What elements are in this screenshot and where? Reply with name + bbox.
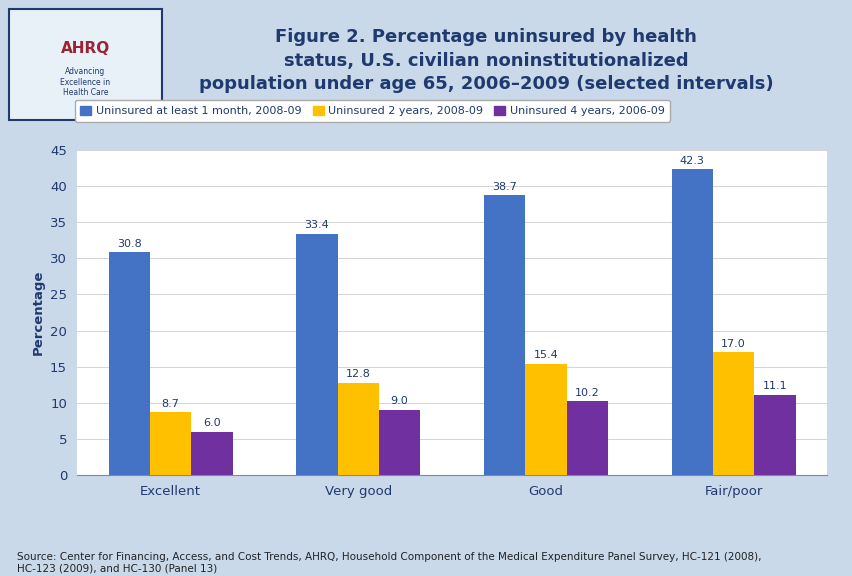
Bar: [296, 234, 337, 475]
Bar: [191, 432, 233, 475]
Bar: [108, 252, 150, 475]
Legend: Uninsured at least 1 month, 2008-09, Uninsured 2 years, 2008-09, Uninsured 4 yea: Uninsured at least 1 month, 2008-09, Uni…: [75, 100, 670, 122]
Bar: [712, 353, 753, 475]
Y-axis label: Percentage: Percentage: [32, 270, 44, 355]
Text: Advancing
Excellence in
Health Care: Advancing Excellence in Health Care: [60, 67, 110, 97]
Text: Source: Center for Financing, Access, and Cost Trends, AHRQ, Household Component: Source: Center for Financing, Access, an…: [17, 552, 761, 573]
Text: 38.7: 38.7: [492, 181, 516, 192]
Bar: [753, 395, 795, 475]
Text: 12.8: 12.8: [345, 369, 371, 379]
Bar: [671, 169, 712, 475]
Text: 8.7: 8.7: [162, 399, 179, 408]
Bar: [337, 382, 378, 475]
Text: 9.0: 9.0: [390, 396, 408, 407]
FancyBboxPatch shape: [9, 9, 162, 120]
Text: 17.0: 17.0: [720, 339, 746, 348]
Text: 33.4: 33.4: [304, 220, 329, 230]
Bar: [150, 412, 191, 475]
Text: Figure 2. Percentage uninsured by health
status, U.S. civilian noninstitutionali: Figure 2. Percentage uninsured by health…: [199, 28, 773, 93]
Text: 6.0: 6.0: [203, 418, 221, 428]
Bar: [566, 401, 607, 475]
Text: 10.2: 10.2: [574, 388, 599, 398]
Text: 30.8: 30.8: [117, 239, 141, 249]
Text: 11.1: 11.1: [762, 381, 786, 391]
Bar: [525, 364, 566, 475]
Bar: [378, 410, 420, 475]
Text: AHRQ: AHRQ: [60, 41, 110, 56]
Bar: [483, 195, 525, 475]
Text: 42.3: 42.3: [679, 156, 704, 166]
Text: 15.4: 15.4: [532, 350, 558, 360]
